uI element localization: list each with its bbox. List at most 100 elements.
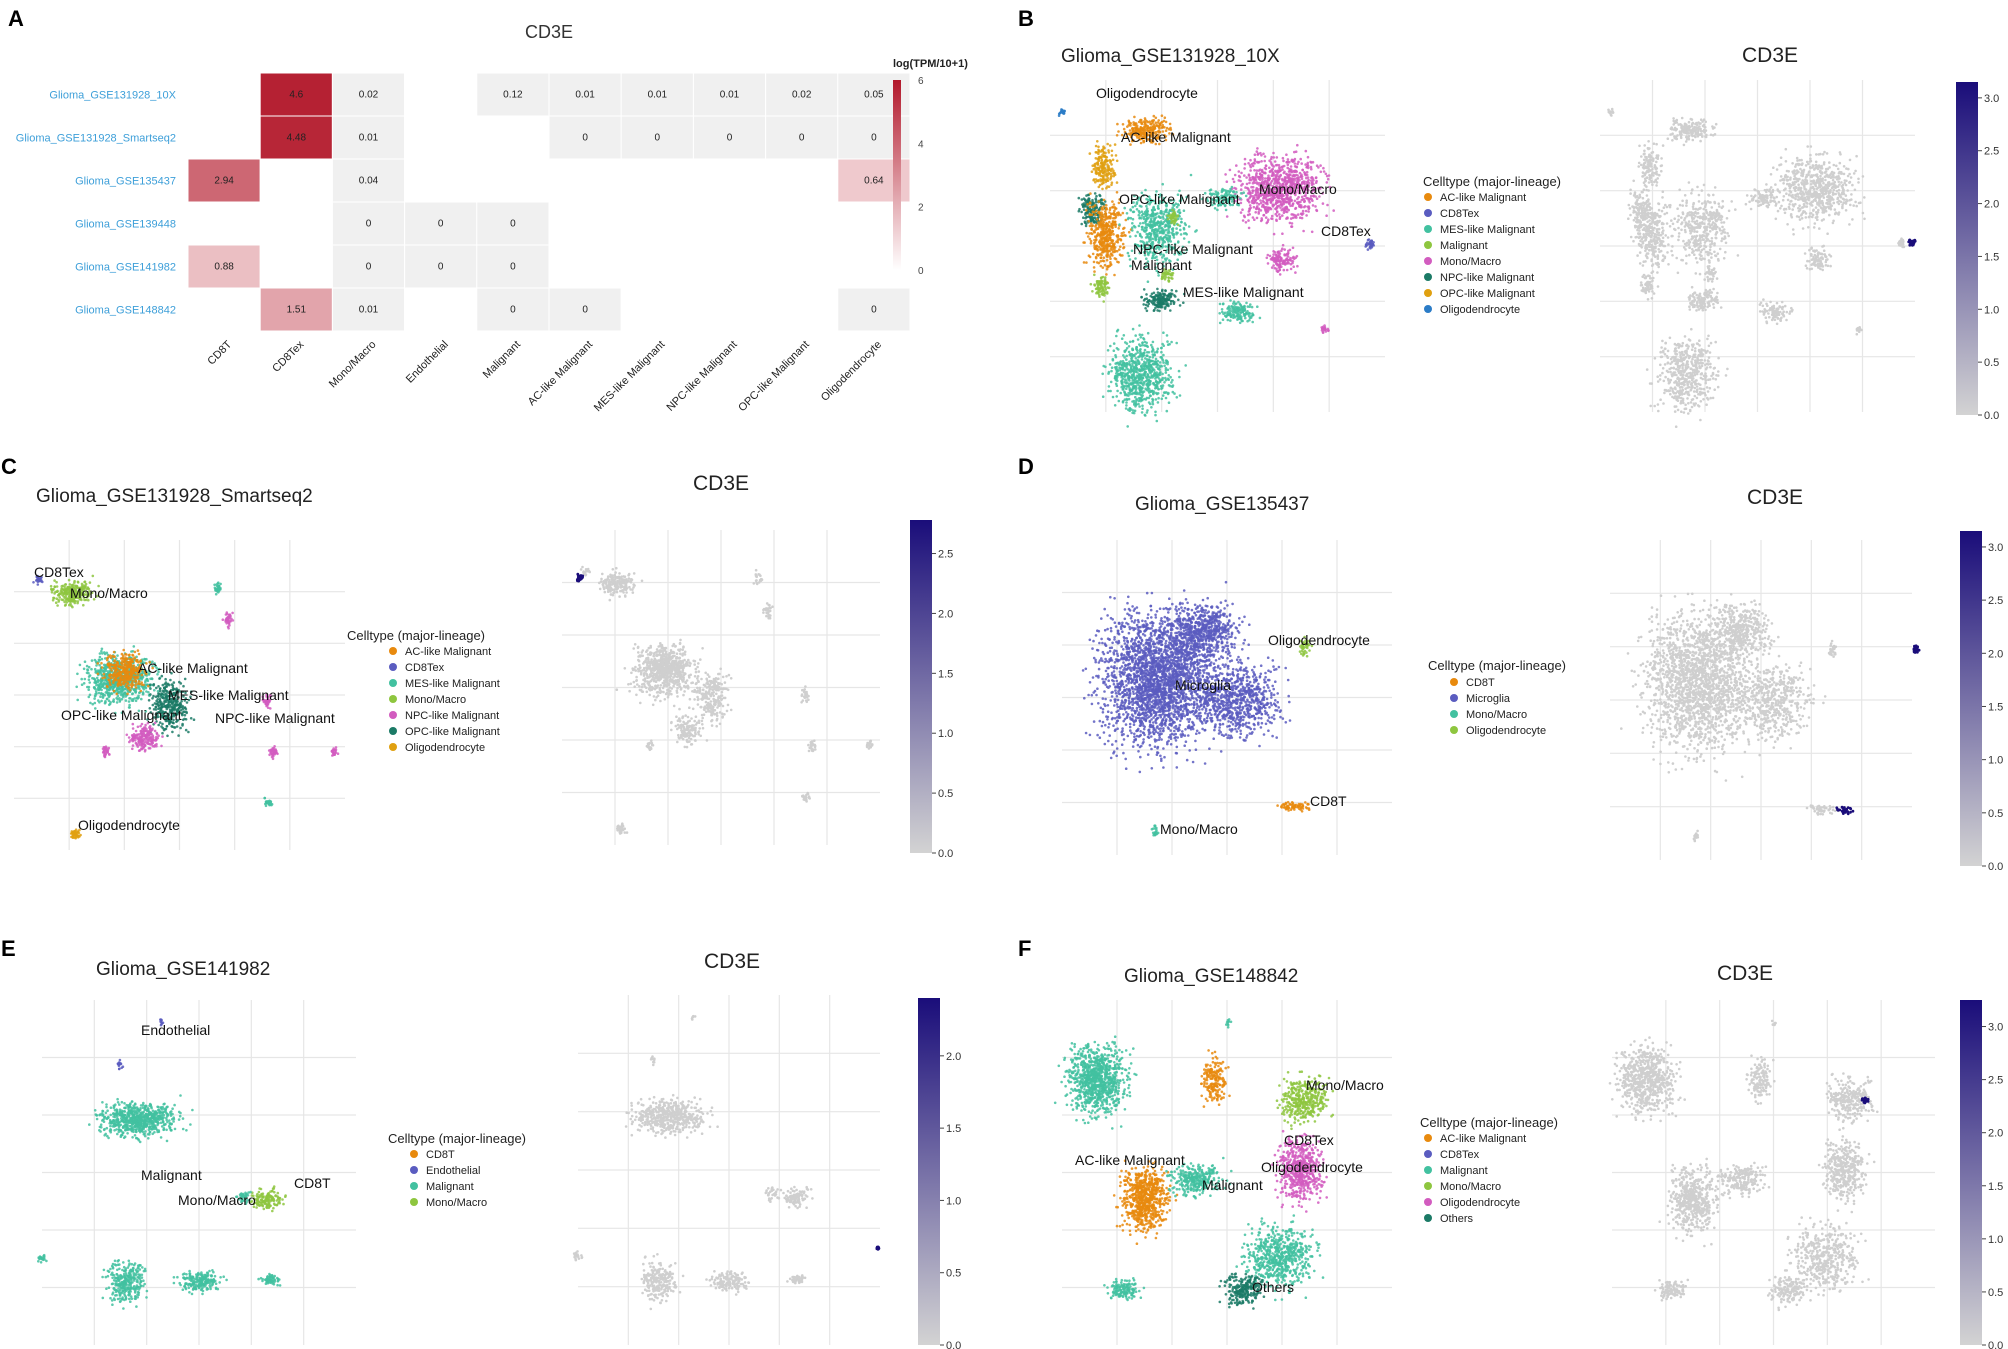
umap-point	[1106, 142, 1109, 146]
umap-point	[1132, 370, 1136, 374]
feature-point	[1643, 177, 1647, 181]
umap-point	[1096, 140, 1099, 143]
umap-point	[1304, 149, 1308, 153]
umap-point	[1259, 201, 1263, 205]
umap-point	[1165, 296, 1169, 300]
umap-point	[1226, 318, 1230, 322]
umap-point	[1288, 199, 1291, 203]
feature-point	[1651, 248, 1655, 252]
heatmap-cell-value: 0	[438, 219, 444, 230]
umap-point	[1182, 237, 1186, 240]
umap-point	[1129, 216, 1133, 220]
umap-point	[1141, 363, 1144, 366]
umap-point	[1242, 191, 1245, 194]
umap-point	[1270, 217, 1274, 221]
feature-point	[1634, 216, 1637, 220]
heatmap-cell-value: 4.6	[289, 90, 303, 101]
umap-point	[1263, 166, 1267, 170]
feature-point	[1653, 238, 1656, 242]
umap-point	[1282, 268, 1286, 272]
umap-point	[1132, 139, 1135, 142]
umap-point	[1248, 305, 1251, 309]
umap-point	[1149, 122, 1152, 126]
umap-point	[1110, 238, 1113, 242]
umap-point	[1093, 273, 1096, 277]
heatmap-cell	[692, 72, 767, 117]
umap-point	[1274, 208, 1278, 211]
heatmap-col-label: Endothelial	[404, 339, 451, 386]
umap-point	[1126, 425, 1129, 428]
umap-point	[1240, 184, 1243, 187]
umap-point	[1160, 378, 1163, 382]
feature-point	[1685, 131, 1689, 134]
umap-point	[1221, 302, 1225, 306]
feature-point	[1657, 214, 1661, 218]
umap-point	[1247, 226, 1251, 230]
feature-point	[1730, 200, 1733, 203]
feature-point	[1681, 199, 1684, 203]
feature-point	[1635, 213, 1639, 216]
umap-point	[1137, 402, 1140, 406]
umap-point	[1156, 309, 1159, 312]
umap-point	[1156, 295, 1160, 298]
umap-point	[1127, 375, 1131, 378]
umap-point	[1284, 200, 1287, 204]
umap-point	[1148, 130, 1151, 134]
umap-point	[1084, 212, 1087, 215]
umap-point	[1285, 161, 1288, 164]
umap-point	[1163, 307, 1167, 310]
umap-point	[1321, 202, 1325, 205]
umap-point	[1164, 371, 1168, 374]
umap-point	[1223, 311, 1227, 315]
umap-point	[1162, 353, 1165, 357]
umap-point	[1140, 228, 1144, 231]
umap-point	[1296, 197, 1299, 201]
umap-point	[1180, 220, 1183, 224]
umap-point	[1262, 152, 1265, 156]
umap-point	[1163, 133, 1166, 137]
umap-point	[1107, 168, 1111, 171]
umap-point	[1116, 240, 1120, 244]
umap-point	[1150, 343, 1153, 347]
umap-point	[1103, 155, 1106, 158]
feature-point	[1699, 133, 1702, 136]
feature-point	[1699, 241, 1702, 245]
umap-point	[1124, 381, 1128, 385]
umap-point	[1282, 159, 1285, 163]
umap-point	[1104, 212, 1108, 215]
umap-point	[1137, 397, 1141, 400]
umap-point	[1284, 258, 1288, 262]
umap-point	[1154, 136, 1157, 139]
umap-point	[1251, 312, 1254, 315]
umap-point	[1140, 368, 1144, 371]
umap-point	[1151, 359, 1155, 363]
umap-point	[1296, 213, 1300, 216]
feature-point	[1714, 254, 1717, 257]
umap-point	[1125, 367, 1128, 370]
umap-point	[1246, 186, 1249, 190]
umap-point	[1239, 317, 1243, 321]
umap-point	[1163, 391, 1167, 394]
umap-point	[1167, 374, 1171, 377]
umap-point	[1253, 159, 1257, 163]
heatmap-row-label: Glioma_GSE135437	[75, 176, 176, 188]
feature-point	[1654, 250, 1657, 253]
feature-point	[1688, 246, 1691, 249]
feature-point	[1638, 229, 1641, 232]
umap-point	[1164, 120, 1168, 124]
umap-point	[1146, 280, 1150, 284]
heatmap-cell-value: 0	[438, 262, 444, 273]
umap-point	[1272, 253, 1275, 256]
umap-point	[1148, 299, 1151, 302]
umap-point	[1182, 209, 1186, 212]
umap-point	[1158, 361, 1162, 364]
umap-point	[1108, 144, 1112, 147]
umap-point	[1097, 145, 1100, 149]
umap-point	[1266, 253, 1270, 257]
umap-point	[1289, 262, 1293, 266]
umap-point	[1105, 173, 1109, 176]
umap-point	[1124, 234, 1127, 237]
feature-point	[1655, 142, 1658, 146]
umap-point	[1169, 273, 1173, 277]
umap-point	[1101, 187, 1104, 191]
